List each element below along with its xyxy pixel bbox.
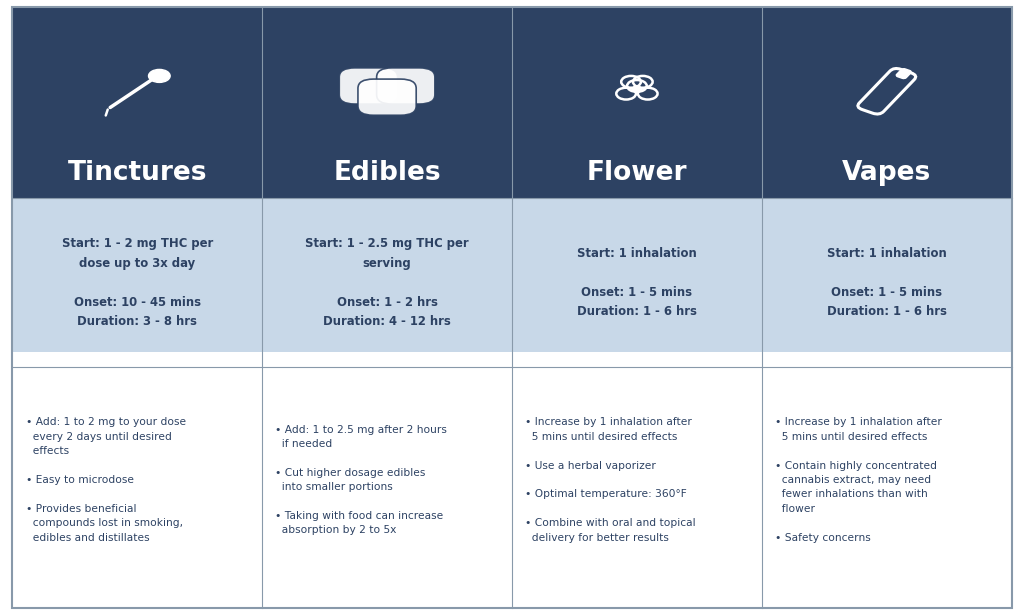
Text: Start: 1 - 2.5 mg THC per
serving

Onset: 1 - 2 hrs
Duration: 4 - 12 hrs: Start: 1 - 2.5 mg THC per serving Onset:…	[305, 237, 469, 328]
FancyBboxPatch shape	[896, 69, 911, 79]
Text: Vapes: Vapes	[842, 161, 932, 186]
FancyBboxPatch shape	[377, 68, 435, 104]
FancyBboxPatch shape	[262, 198, 512, 367]
FancyBboxPatch shape	[262, 352, 512, 608]
FancyBboxPatch shape	[762, 352, 1012, 608]
Text: Tinctures: Tinctures	[68, 161, 207, 186]
FancyBboxPatch shape	[12, 7, 1012, 198]
FancyBboxPatch shape	[12, 352, 262, 608]
Text: • Add: 1 to 2.5 mg after 2 hours
  if needed

• Cut higher dosage edibles
  into: • Add: 1 to 2.5 mg after 2 hours if need…	[275, 424, 447, 536]
FancyBboxPatch shape	[762, 198, 1012, 367]
Text: • Increase by 1 inhalation after
  5 mins until desired effects

• Use a herbal : • Increase by 1 inhalation after 5 mins …	[525, 418, 696, 542]
Text: Start: 1 inhalation

Onset: 1 - 5 mins
Duration: 1 - 6 hrs: Start: 1 inhalation Onset: 1 - 5 mins Du…	[577, 247, 697, 319]
Text: • Increase by 1 inhalation after
  5 mins until desired effects

• Contain highl: • Increase by 1 inhalation after 5 mins …	[775, 418, 942, 542]
FancyBboxPatch shape	[339, 68, 397, 104]
FancyBboxPatch shape	[358, 79, 416, 115]
Circle shape	[633, 86, 641, 90]
Text: Start: 1 inhalation

Onset: 1 - 5 mins
Duration: 1 - 6 hrs: Start: 1 inhalation Onset: 1 - 5 mins Du…	[826, 247, 947, 319]
Text: • Add: 1 to 2 mg to your dose
  every 2 days until desired
  effects

• Easy to : • Add: 1 to 2 mg to your dose every 2 da…	[26, 418, 185, 542]
FancyBboxPatch shape	[12, 198, 262, 367]
Circle shape	[148, 69, 170, 82]
Text: Flower: Flower	[587, 161, 687, 186]
FancyBboxPatch shape	[512, 352, 762, 608]
Text: Edibles: Edibles	[333, 161, 441, 186]
Text: Start: 1 - 2 mg THC per
dose up to 3x day

Onset: 10 - 45 mins
Duration: 3 - 8 h: Start: 1 - 2 mg THC per dose up to 3x da…	[61, 237, 213, 328]
FancyBboxPatch shape	[512, 198, 762, 367]
